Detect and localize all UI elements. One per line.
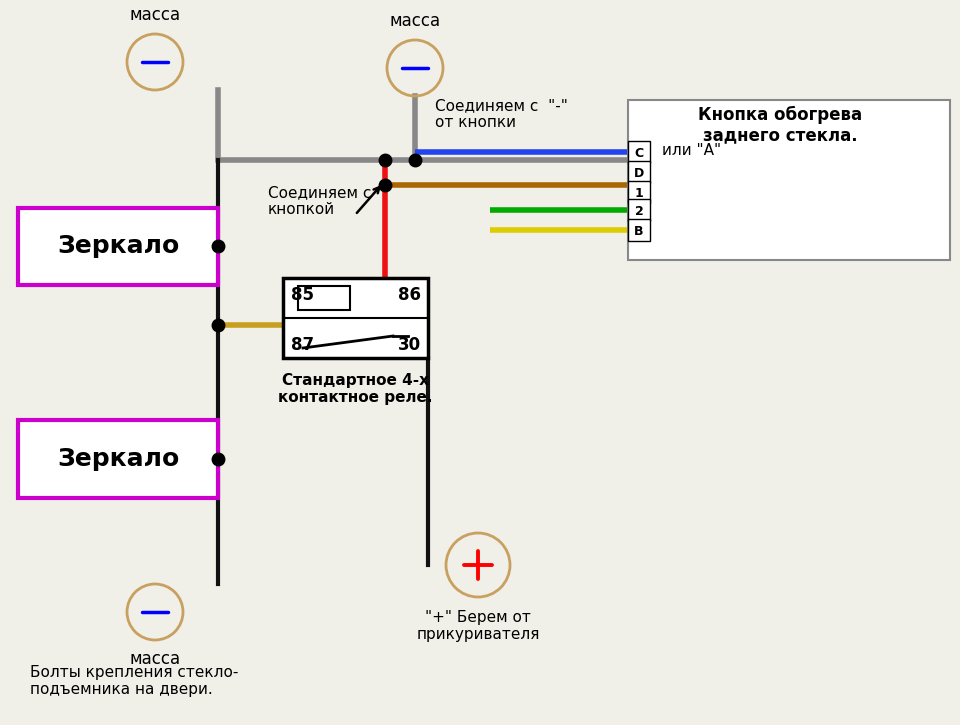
Text: масса: масса bbox=[390, 12, 441, 30]
Bar bbox=[628, 219, 650, 241]
Text: Соединяем с  "-"
от кнопки: Соединяем с "-" от кнопки bbox=[435, 98, 568, 130]
Text: B: B bbox=[635, 225, 644, 238]
Text: 87: 87 bbox=[291, 336, 314, 354]
Text: Болты крепления стекло-
подъемника на двери.: Болты крепления стекло- подъемника на дв… bbox=[30, 665, 238, 697]
Text: Кнопка обогрева
заднего стекла.: Кнопка обогрева заднего стекла. bbox=[698, 106, 862, 144]
Text: Стандартное 4-х
контактное реле.: Стандартное 4-х контактное реле. bbox=[277, 373, 432, 405]
Text: или "A": или "A" bbox=[662, 143, 721, 158]
Text: 1: 1 bbox=[635, 186, 643, 199]
Bar bbox=[298, 286, 350, 310]
Bar bbox=[628, 100, 950, 260]
Text: C: C bbox=[635, 146, 643, 160]
Text: Соединяем с
кнопкой: Соединяем с кнопкой bbox=[268, 185, 372, 218]
Bar bbox=[283, 278, 428, 358]
Bar bbox=[18, 420, 218, 498]
Bar bbox=[628, 181, 650, 203]
Bar bbox=[18, 208, 218, 285]
Text: 86: 86 bbox=[398, 286, 421, 304]
Text: 30: 30 bbox=[398, 336, 421, 354]
Text: 2: 2 bbox=[635, 204, 643, 218]
Bar bbox=[628, 161, 650, 183]
Bar bbox=[628, 141, 650, 163]
Text: Зеркало: Зеркало bbox=[57, 234, 180, 258]
Text: масса: масса bbox=[130, 650, 180, 668]
Text: Зеркало: Зеркало bbox=[57, 447, 180, 471]
Text: 85: 85 bbox=[291, 286, 314, 304]
Text: "+" Берем от
прикуривателя: "+" Берем от прикуривателя bbox=[417, 610, 540, 642]
Bar bbox=[628, 199, 650, 221]
Text: масса: масса bbox=[130, 6, 180, 24]
Text: D: D bbox=[634, 167, 644, 180]
